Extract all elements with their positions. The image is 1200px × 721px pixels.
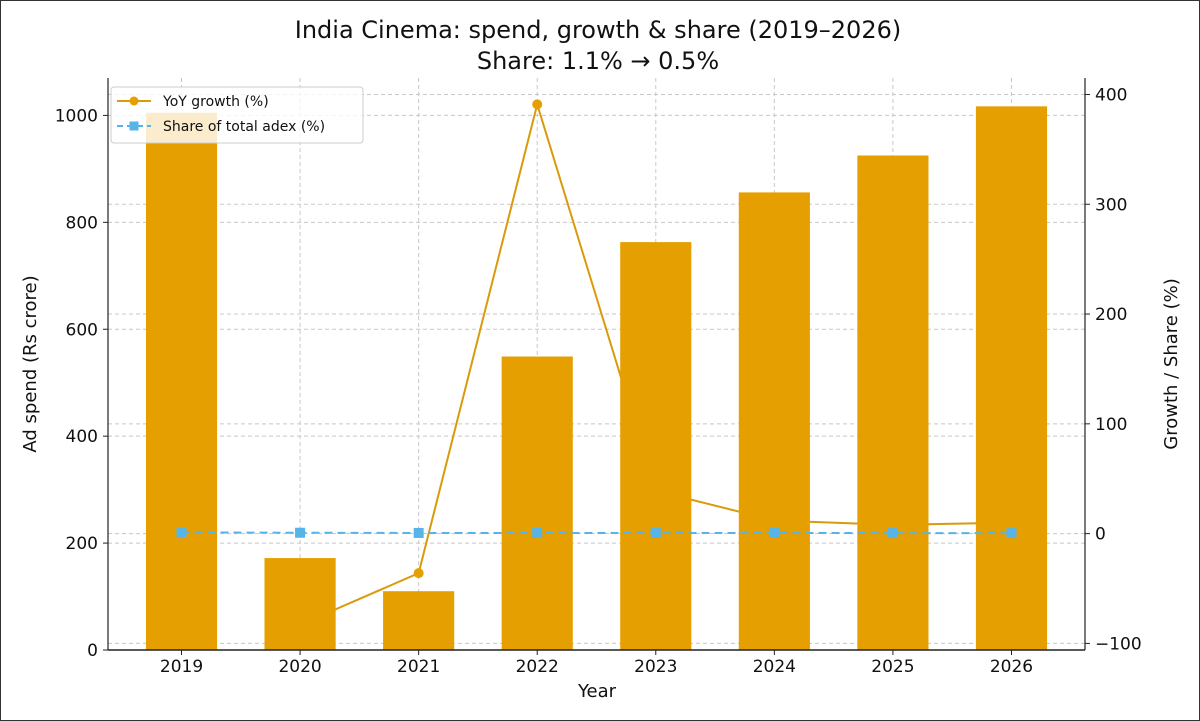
- share-point: [532, 527, 543, 538]
- share-point: [176, 527, 187, 538]
- x-tick-label: 2024: [753, 657, 796, 677]
- y2-tick-label: 100: [1095, 415, 1127, 435]
- bar-2025: [857, 155, 929, 650]
- bar-2020: [264, 558, 336, 650]
- y-tick-label: 600: [66, 320, 98, 340]
- share-point: [295, 527, 306, 538]
- y-axis-label: Ad spend (Rs crore): [20, 275, 41, 452]
- bar-2023: [620, 242, 692, 650]
- y-tick-label: 1000: [55, 106, 98, 126]
- y-tick-label: 0: [87, 641, 98, 661]
- chart-subtitle: Share: 1.1% → 0.5%: [477, 47, 719, 75]
- share-point: [769, 527, 780, 538]
- y-tick-label: 800: [66, 213, 98, 233]
- x-axis-label: Year: [577, 681, 617, 702]
- x-tick-label: 2025: [871, 657, 914, 677]
- share-point: [413, 527, 424, 538]
- share-point: [1006, 528, 1017, 539]
- legend: YoY growth (%) Share of total adex (%): [110, 86, 364, 144]
- legend-growth-marker: [129, 96, 139, 106]
- x-tick-label: 2021: [397, 657, 440, 677]
- share-point: [887, 528, 898, 539]
- legend-share-marker: [129, 121, 139, 131]
- share-line: [181, 531, 1012, 535]
- y-tick-label: 400: [66, 427, 98, 447]
- growth-point: [413, 568, 424, 579]
- y2-tick-label: −100: [1095, 634, 1142, 654]
- bar-2026: [975, 106, 1048, 651]
- bar-2022: [501, 356, 573, 650]
- x-tick-label: 2019: [160, 657, 203, 677]
- y-tick-label: 200: [66, 534, 98, 554]
- x-tick-label: 2023: [634, 657, 677, 677]
- legend-share-label: Share of total adex (%): [163, 119, 325, 135]
- bar-2019: [145, 112, 218, 650]
- legend-box: [110, 86, 364, 144]
- bar-2021: [383, 591, 455, 650]
- legend-growth-label: YoY growth (%): [162, 94, 269, 110]
- bar-2024: [738, 192, 810, 650]
- x-tick-label: 2026: [990, 657, 1033, 677]
- share-point: [650, 527, 661, 538]
- y2-tick-label: 200: [1095, 305, 1127, 325]
- y2-axis-label: Growth / Share (%): [1161, 278, 1182, 449]
- y2-tick-label: 300: [1095, 195, 1127, 215]
- growth-point: [532, 99, 543, 110]
- chart-title: India Cinema: spend, growth & share (201…: [295, 16, 901, 44]
- x-tick-label: 2022: [516, 657, 559, 677]
- y2-tick-label: 400: [1095, 85, 1127, 105]
- y2-tick-label: 0: [1095, 525, 1106, 545]
- x-tick-label: 2020: [278, 657, 321, 677]
